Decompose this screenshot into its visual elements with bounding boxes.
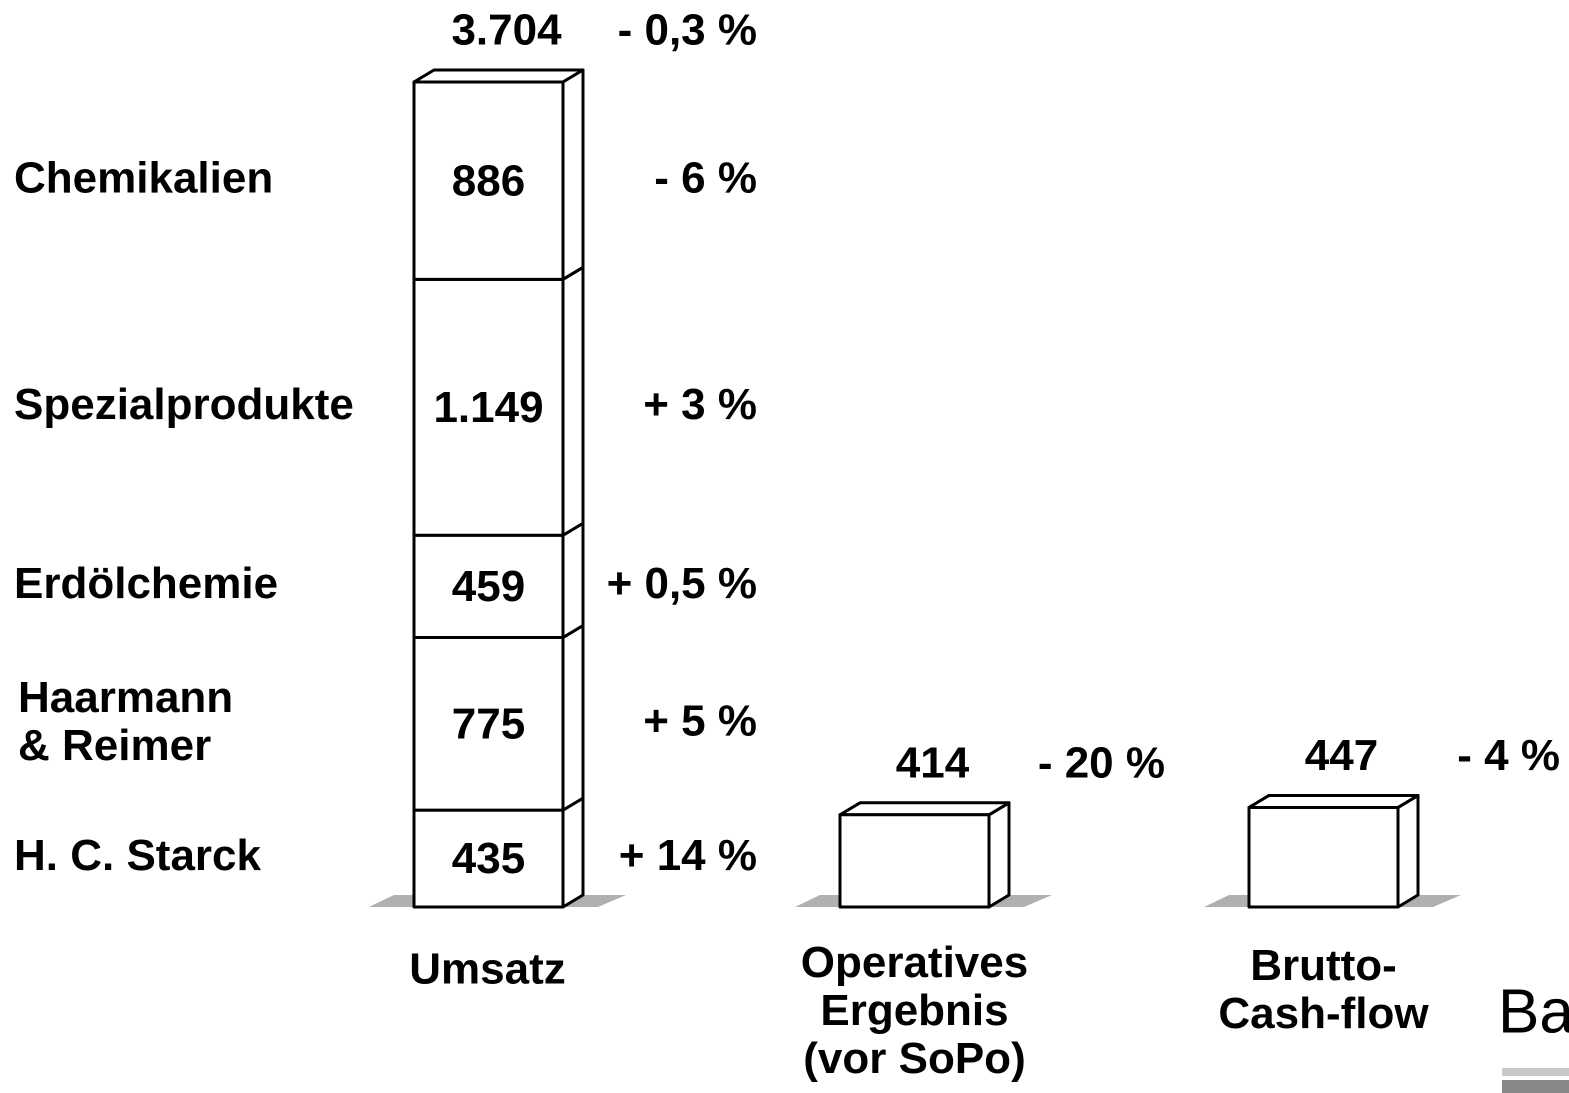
- bar: [1247, 805, 1400, 909]
- value-label: 447: [1305, 731, 1378, 780]
- bar: [838, 813, 991, 909]
- bar-side: [987, 801, 1011, 909]
- logo: Ba: [1498, 977, 1569, 1046]
- logo-bar: [1502, 1068, 1569, 1076]
- category-label: Umsatz: [409, 945, 566, 994]
- segment-change-label: + 5 %: [643, 696, 757, 745]
- segment-value-label: 886: [452, 156, 525, 205]
- segment-side: [561, 68, 585, 281]
- change-label: - 4 %: [1457, 731, 1560, 780]
- segment-side: [561, 623, 585, 812]
- segment-name: Spezialprodukte: [14, 380, 354, 429]
- segment-name: H. C. Starck: [14, 831, 262, 880]
- segment-side: [561, 265, 585, 537]
- change-label: - 0,3 %: [618, 6, 757, 55]
- segment-change-label: + 3 %: [643, 380, 757, 429]
- category-label: Operatives Ergebnis (vor SoPo): [801, 938, 1028, 1083]
- bar-top: [838, 801, 1011, 817]
- segment-name: Erdölchemie: [14, 559, 278, 608]
- value-label: 3.704: [451, 6, 562, 55]
- segment: [412, 533, 565, 639]
- segment-change-label: + 0,5 %: [607, 559, 757, 608]
- segment: [412, 635, 565, 812]
- logo-bar: [1502, 1080, 1569, 1093]
- segment-change-label: + 14 %: [619, 831, 757, 880]
- segment-value-label: 435: [452, 834, 525, 883]
- segment-value-label: 775: [452, 699, 525, 748]
- segment-name: Haarmann & Reimer: [18, 672, 233, 769]
- category-label: Brutto-Cash-flow: [1218, 941, 1429, 1038]
- bar-side: [1396, 793, 1420, 909]
- segment-value-label: 459: [452, 562, 525, 611]
- value-label: 414: [896, 738, 970, 787]
- bar-top: [412, 68, 585, 84]
- segment-value-label: 1.149: [433, 383, 543, 432]
- bar-top: [1247, 793, 1420, 809]
- change-label: - 20 %: [1038, 738, 1165, 787]
- segment-side: [561, 521, 585, 639]
- segment-side: [561, 796, 585, 909]
- segment: [412, 277, 565, 537]
- segment-change-label: - 6 %: [654, 153, 757, 202]
- segment-name: Chemikalien: [14, 153, 273, 202]
- segment: [412, 80, 565, 281]
